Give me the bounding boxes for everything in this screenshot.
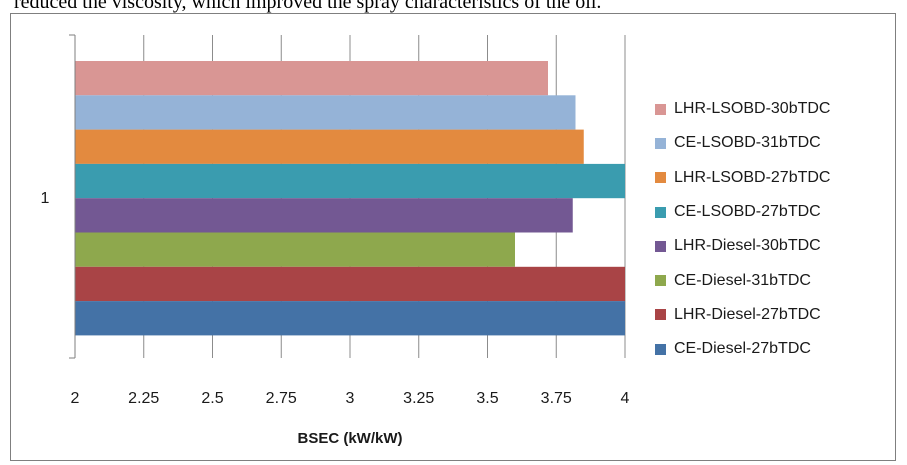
legend-label: LHR-LSOBD-27bTDC: [674, 168, 831, 186]
legend-swatch: [655, 275, 666, 287]
x-tick-label: 3: [346, 390, 355, 407]
caption-text: reduced the viscosity, which improved th…: [14, 0, 602, 13]
legend-item: CE-LSOBD-27bTDC: [655, 195, 900, 229]
bar-lhr-diesel-30btdc: [75, 198, 573, 233]
bars: [75, 61, 625, 336]
legend-item: CE-Diesel-27bTDC: [655, 332, 900, 366]
legend-label: CE-Diesel-31bTDC: [674, 271, 811, 289]
x-tick-label: 2.25: [128, 390, 159, 407]
x-tick-label: 2.5: [201, 390, 223, 407]
legend-swatch: [655, 240, 666, 252]
x-tick-label: 4: [621, 390, 630, 407]
legend-label: CE-LSOBD-31bTDC: [674, 134, 821, 152]
x-tick-label: 3.25: [403, 390, 434, 407]
legend: LHR-LSOBD-30bTDC CE-LSOBD-31bTDC LHR-LSOBD…: [655, 92, 900, 366]
x-tick-label: 3.5: [476, 390, 498, 407]
legend-item: LHR-Diesel-27bTDC: [655, 298, 900, 332]
bar-ce-lsobd-31btdc: [75, 95, 576, 130]
bar-lhr-lsobd-27btdc: [75, 129, 584, 164]
legend-item: LHR-LSOBD-27bTDC: [655, 161, 900, 195]
bar-lhr-lsobd-30btdc: [75, 61, 548, 96]
legend-swatch: [655, 103, 666, 115]
bar-lhr-diesel-27btdc: [75, 266, 625, 302]
legend-item: LHR-Diesel-30bTDC: [655, 229, 900, 263]
x-axis-title: BSEC (kW/kW): [298, 430, 403, 447]
legend-swatch: [655, 309, 666, 321]
bar-ce-diesel-31btdc: [75, 232, 515, 267]
tick-labels: 2 2.25 2.5 2.75 3 3.25 3.5 3.75 4 1: [41, 190, 630, 407]
y-category-label: 1: [41, 190, 50, 207]
legend-swatch: [655, 206, 666, 218]
x-tick-label: 2: [71, 390, 80, 407]
bar-ce-diesel-27btdc: [75, 301, 625, 336]
legend-label: CE-Diesel-27bTDC: [674, 340, 811, 358]
legend-label: CE-LSOBD-27bTDC: [674, 203, 821, 221]
x-tick-label: 3.75: [541, 390, 572, 407]
legend-label: LHR-Diesel-30bTDC: [674, 237, 821, 255]
legend-item: CE-Diesel-31bTDC: [655, 263, 900, 297]
legend-label: LHR-Diesel-27bTDC: [674, 305, 821, 323]
legend-swatch: [655, 343, 666, 355]
axes: [69, 34, 76, 359]
bar-ce-lsobd-27btdc: [75, 163, 625, 199]
x-tick-label: 2.75: [266, 390, 297, 407]
legend-item: CE-LSOBD-31bTDC: [655, 126, 900, 160]
legend-swatch: [655, 137, 666, 149]
legend-label: LHR-LSOBD-30bTDC: [674, 100, 831, 118]
legend-swatch: [655, 172, 666, 184]
legend-item: LHR-LSOBD-30bTDC: [655, 92, 900, 126]
